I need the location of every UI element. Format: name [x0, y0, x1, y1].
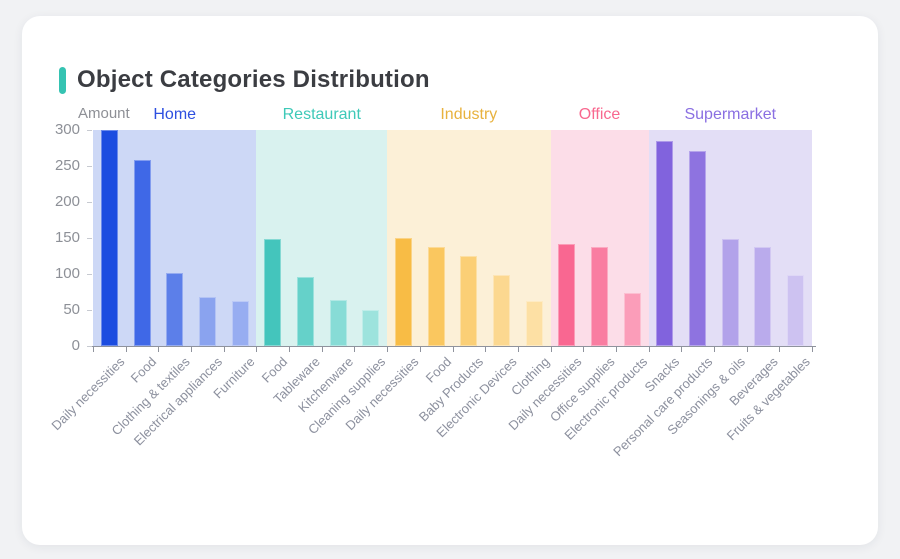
x-tick	[419, 346, 421, 352]
x-tick	[812, 346, 813, 352]
y-tick	[87, 202, 92, 203]
bar[interactable]	[427, 247, 445, 346]
y-tick	[87, 274, 92, 275]
x-tick	[289, 346, 291, 352]
bar[interactable]	[460, 256, 478, 346]
bar[interactable]	[362, 310, 380, 346]
bar[interactable]	[231, 301, 249, 346]
bar[interactable]	[623, 293, 641, 346]
y-tick-label: 200	[54, 193, 80, 210]
bar[interactable]	[525, 301, 543, 346]
x-tick	[583, 346, 585, 352]
group-label-office: Office	[578, 106, 621, 123]
bar[interactable]	[721, 239, 739, 346]
bar[interactable]	[591, 247, 609, 346]
bar[interactable]	[493, 275, 511, 346]
y-tick	[87, 346, 92, 347]
x-tick	[158, 346, 160, 352]
x-tick	[779, 346, 781, 352]
bar[interactable]	[394, 238, 412, 346]
bar[interactable]	[329, 300, 347, 346]
x-tick	[256, 346, 258, 352]
card-header: Object Categories Distribution	[59, 66, 430, 94]
y-tick-label: 150	[54, 229, 80, 246]
bar[interactable]	[689, 151, 707, 346]
page-title: Object Categories Distribution	[77, 66, 430, 93]
bar[interactable]	[166, 273, 184, 346]
y-tick	[87, 166, 92, 167]
bar[interactable]	[656, 141, 674, 346]
bar[interactable]	[198, 297, 216, 346]
x-tick	[517, 346, 519, 352]
group-label-restaurant: Restaurant	[282, 106, 361, 123]
x-tick	[223, 346, 225, 352]
x-tick	[93, 346, 94, 352]
x-tick	[550, 346, 552, 352]
bar[interactable]	[558, 244, 576, 346]
y-tick	[87, 310, 92, 311]
x-tick	[321, 346, 323, 352]
y-tick-label: 300	[54, 121, 80, 138]
title-accent-bar	[59, 66, 66, 94]
y-tick-label: 50	[63, 301, 80, 318]
y-axis-title: Amount	[78, 105, 130, 122]
x-tick	[125, 346, 127, 352]
group-label-home: Home	[153, 106, 197, 123]
y-tick	[87, 238, 92, 239]
x-tick	[354, 346, 356, 352]
x-tick	[452, 346, 454, 352]
x-tick	[191, 346, 193, 352]
bar[interactable]	[787, 275, 805, 346]
y-tick-label: 100	[54, 265, 80, 282]
x-tick	[713, 346, 715, 352]
x-tick	[485, 346, 487, 352]
x-tick	[648, 346, 650, 352]
x-tick	[746, 346, 748, 352]
y-tick-label: 250	[54, 157, 80, 174]
y-tick	[87, 130, 92, 131]
bar[interactable]	[296, 277, 314, 346]
x-tick	[615, 346, 617, 352]
x-tick	[387, 346, 389, 352]
group-label-industry: Industry	[440, 106, 498, 123]
y-tick-label: 0	[71, 337, 80, 354]
bar[interactable]	[754, 247, 772, 346]
bar[interactable]	[100, 130, 118, 346]
bar[interactable]	[264, 239, 282, 346]
bar[interactable]	[133, 160, 151, 346]
group-label-supermarket: Supermarket	[684, 106, 777, 123]
x-tick	[681, 346, 683, 352]
